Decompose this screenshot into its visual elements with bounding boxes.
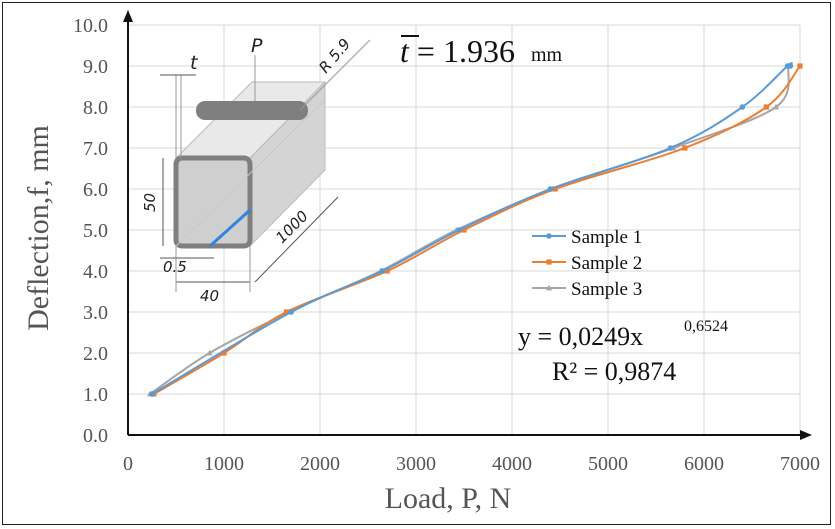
- legend-marker: [546, 259, 552, 265]
- sample-1-point: [667, 145, 674, 151]
- x-axis-arrow: [800, 430, 812, 440]
- sample-2-point: [552, 186, 558, 192]
- sample-2-point: [283, 309, 289, 315]
- x-tick-label: 5000: [588, 453, 628, 475]
- inset-wall-highlight: [208, 208, 252, 248]
- y-tick-label: 7.0: [83, 138, 108, 160]
- x-tick-label: 3000: [396, 453, 436, 475]
- y-tick-label: 5.0: [83, 220, 108, 242]
- sample-1-point: [149, 391, 155, 397]
- y-tick-label: 10.0: [73, 15, 108, 37]
- fit-equation-main: y = 0,0249x: [518, 322, 643, 351]
- inset-thickness-label: t: [190, 52, 199, 74]
- inset-load-bar: [196, 101, 308, 120]
- y-axis-arrow: [123, 10, 133, 22]
- sample-1-point: [739, 104, 746, 110]
- sample-1-point: [288, 309, 295, 315]
- data-series: [147, 61, 803, 397]
- legend-item-sample-2: Sample 2: [532, 253, 642, 274]
- sample-2-point: [763, 104, 769, 110]
- sample-1-point: [547, 186, 554, 192]
- mean-thickness-unit: mm: [531, 44, 563, 66]
- legend-item-sample-1: Sample 1: [532, 227, 642, 248]
- inset-width-label: 40: [200, 287, 219, 305]
- mean-thickness-annotation: t = 1.936 mm: [400, 33, 563, 69]
- legend-marker: [546, 284, 552, 291]
- y-tick-label: 8.0: [83, 97, 108, 119]
- legend-label: Sample 2: [571, 253, 642, 274]
- x-tick-label: 1000: [204, 453, 244, 475]
- legend-marker: [546, 233, 552, 239]
- inset-wall-label: 0.5: [163, 258, 187, 276]
- fit-equation-exponent: 0,6524: [684, 318, 728, 335]
- x-tick-labels: 0 1000 2000 3000 4000 5000 6000 7000: [123, 453, 820, 475]
- sample-1-point: [379, 268, 386, 274]
- sample-2-point: [682, 145, 688, 151]
- inset-load-label: P: [251, 35, 263, 57]
- specimen-inset: P t R 5.9 50 40 0.5 1000: [141, 35, 371, 305]
- series-sample-1: [149, 61, 794, 397]
- r-squared-text: R² = 0,9874: [552, 357, 676, 386]
- y-tick-label: 2.0: [83, 343, 108, 365]
- x-tick-label: 2000: [300, 453, 340, 475]
- inset-radius-line: [299, 39, 371, 111]
- sample-2-point: [384, 268, 390, 274]
- axes: [123, 10, 812, 440]
- svg-text:t = 1.936: t = 1.936: [400, 33, 515, 69]
- legend-item-sample-3: Sample 3: [532, 279, 642, 300]
- x-tick-label: 6000: [684, 453, 724, 475]
- y-tick-label: 6.0: [83, 179, 108, 201]
- y-tick-label: 1.0: [83, 384, 108, 406]
- legend-label: Sample 1: [571, 227, 642, 248]
- y-tick-label: 3.0: [83, 302, 108, 324]
- inset-height-label: 50: [141, 193, 159, 212]
- inset-length-dim: [254, 196, 339, 283]
- x-tick-label: 0: [123, 453, 133, 475]
- inset-diagonal: [175, 99, 326, 247]
- y-tick-labels: 0.0 1.0 2.0 3.0 4.0 5.0 6.0 7.0 8.0 9.0 10.0: [73, 15, 108, 447]
- x-tick-label: 4000: [492, 453, 532, 475]
- y-tick-label: 4.0: [83, 261, 108, 283]
- fit-equation: y = 0,0249x 0,6524 R² = 0,9874: [518, 318, 728, 386]
- sample-1-point: [787, 63, 794, 69]
- legend: Sample 1 Sample 2 Sample 3: [532, 227, 642, 300]
- y-tick-label: 0.0: [83, 425, 108, 447]
- legend-label: Sample 3: [571, 279, 642, 300]
- sample-1-line: [151, 61, 793, 395]
- y-axis-title: Deflection,f, mm: [22, 125, 55, 331]
- sample-2-point: [461, 227, 467, 233]
- sample-2-point: [221, 350, 227, 356]
- inset-front-face: [173, 155, 253, 249]
- mean-thickness-symbol: t: [400, 33, 410, 69]
- inset-radius-label: R 5.9: [315, 35, 354, 76]
- x-axis-title: Load, P, N: [385, 482, 512, 515]
- mean-thickness-value: = 1.936: [409, 33, 515, 69]
- sample-3-point: [206, 349, 213, 356]
- gridlines: [128, 24, 801, 435]
- sample-3-point: [773, 103, 779, 110]
- sample-2-point: [797, 63, 803, 69]
- y-tick-label: 9.0: [83, 56, 108, 78]
- sample-1-point: [456, 227, 463, 233]
- x-tick-label: 7000: [780, 453, 820, 475]
